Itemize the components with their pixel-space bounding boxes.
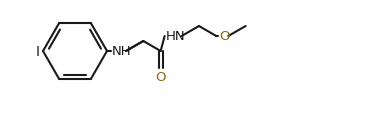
Text: NH: NH: [112, 45, 132, 58]
Text: I: I: [36, 45, 40, 58]
Text: O: O: [155, 70, 166, 83]
Text: O: O: [219, 30, 230, 43]
Text: HN: HN: [166, 30, 185, 43]
